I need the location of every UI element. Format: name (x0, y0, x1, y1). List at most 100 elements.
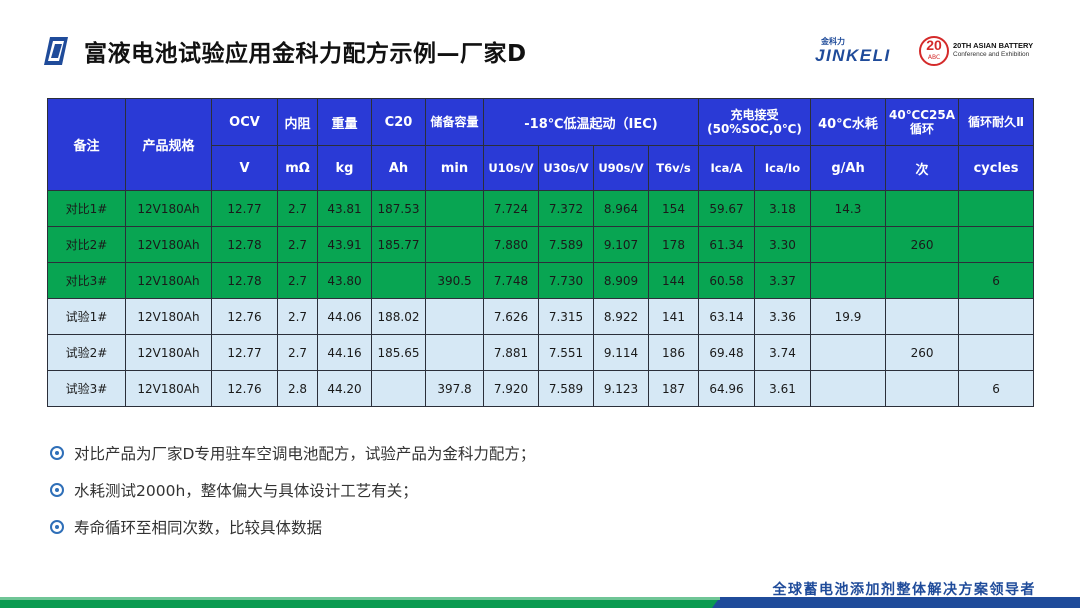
table-cell: 3.18 (753, 190, 812, 227)
table-cell: 63.14 (698, 298, 755, 335)
footer-slogan: 全球蓄电池添加剂整体解决方案领导者 (772, 582, 1036, 598)
table-row: 试验3# 12V180Ah 12.76 2.8 44.20 397.8 7.920 7.589… (47, 370, 1035, 407)
col-header-remark: 备注 (47, 98, 126, 191)
note-text: 对比产品为厂家D专用驻车空调电池配方，试验产品为金科力配方； (74, 444, 536, 463)
table-row: 对比1# 12V180Ah 12.77 2.7 43.81 187.53 7.724 7.37… (47, 190, 1035, 227)
table-cell: 9.107 (593, 226, 649, 263)
table-cell: 397.8 (425, 370, 484, 407)
table-cell: 260 (885, 334, 960, 371)
table-cell: 43.80 (317, 262, 372, 299)
list-item: 寿命循环至相同次数，比较具体数据 (50, 508, 535, 545)
table-cell: 185.65 (371, 334, 426, 371)
table-cell: 7.315 (538, 298, 594, 335)
table-cell: 7.372 (538, 190, 594, 227)
table-cell (810, 262, 887, 299)
event-line1: 20TH ASIAN BATTERY (953, 41, 1034, 50)
table-cell (810, 226, 887, 263)
table-cell: 12.77 (211, 190, 278, 227)
logo-wordmark: JINKELI (815, 46, 891, 65)
row-label-cell: 对比3# (47, 262, 126, 299)
table-cell: 7.589 (538, 226, 594, 263)
table-cell: 8.909 (593, 262, 649, 299)
page-title: 富液电池试验应用金科力配方示例—厂家D (84, 41, 527, 67)
table-cell: 3.30 (753, 226, 812, 263)
table-cell: 12V180Ah (125, 226, 212, 263)
table-cell: 43.91 (317, 226, 372, 263)
notes-list: 对比产品为厂家D专用驻车空调电池配方，试验产品为金科力配方； 水耗测试2000h… (50, 434, 535, 545)
unit-cell: V (211, 145, 278, 191)
footer-stripe (0, 597, 1080, 608)
table-cell: 12.78 (211, 226, 278, 263)
unit-cell: Ica/Io (753, 145, 812, 191)
table-cell: 44.16 (317, 334, 372, 371)
table-cell: 7.589 (538, 370, 594, 407)
table-cell (885, 298, 960, 335)
unit-cell: U30s/V (538, 145, 594, 191)
table-cell: 2.7 (277, 334, 318, 371)
table-body: 对比1# 12V180Ah 12.77 2.7 43.81 187.53 7.724 7.37… (47, 190, 1035, 407)
table-cell: 7.724 (483, 190, 539, 227)
table-cell: 7.626 (483, 298, 539, 335)
table-cell: 61.34 (698, 226, 755, 263)
badge-ring-icon (919, 36, 949, 66)
title-marker-icon (44, 37, 68, 65)
table-row: 试验1# 12V180Ah 12.76 2.7 44.06 188.02 7.626 7.31… (47, 298, 1035, 335)
table-cell: 12.76 (211, 298, 278, 335)
table-cell: 3.61 (753, 370, 812, 407)
table-cell: 12V180Ah (125, 334, 212, 371)
badge-sub: ABC (927, 54, 941, 61)
col-header-resistance: 内阻 (277, 98, 318, 146)
table-cell (371, 262, 426, 299)
logo-chinese-text: 金科力 (821, 37, 845, 46)
bullet-icon (50, 482, 64, 497)
row-label-cell: 对比2# (47, 226, 126, 263)
table-cell: 9.123 (593, 370, 649, 407)
event-line2: Conference and Exhibition (953, 51, 1030, 58)
table-cell: 12.78 (211, 262, 278, 299)
table-cell (885, 262, 960, 299)
header-row-1: 备注 产品规格 OCV 内阻 重量 C20 储备容量 -18℃低温起动（IEC)… (47, 98, 1035, 191)
table-cell (371, 370, 426, 407)
col-header-reserve: 储备容量 (425, 98, 484, 146)
abc-20th-badge: 20 ABC (919, 36, 949, 66)
table-cell: 12V180Ah (125, 370, 212, 407)
badge-number: 20 (926, 37, 942, 53)
table-cell: 186 (648, 334, 699, 371)
unit-cell: U90s/V (593, 145, 649, 191)
list-item: 对比产品为厂家D专用驻车空调电池配方，试验产品为金科力配方； (50, 434, 535, 471)
table-cell: 178 (648, 226, 699, 263)
table-cell (810, 370, 887, 407)
table-cell: 2.7 (277, 190, 318, 227)
table-cell: 19.9 (810, 298, 887, 335)
header-row-units: V mΩ kg Ah min U10s/V U30s/V U90s/V T6v/… (48, 145, 1035, 191)
unit-cell: cycles (958, 145, 1035, 191)
row-label-cell: 对比1# (47, 190, 126, 227)
table-cell (958, 190, 1035, 227)
col-header-c20: C20 (371, 98, 426, 146)
table-cell: 7.881 (483, 334, 539, 371)
col-header-cycle-25a: 40℃C25A循环 (885, 98, 960, 146)
table-cell (885, 370, 960, 407)
table-cell: 9.114 (593, 334, 649, 371)
table-cell: 2.8 (277, 370, 318, 407)
bullet-icon (50, 519, 64, 534)
table-cell: 3.36 (753, 298, 812, 335)
table-row: 对比3# 12V180Ah 12.78 2.7 43.80 390.5 7.748 7.730… (47, 262, 1035, 299)
table-cell: 2.7 (277, 226, 318, 263)
table-cell: 6 (958, 370, 1035, 407)
table-cell: 2.7 (277, 262, 318, 299)
col-header-weight: 重量 (317, 98, 372, 146)
table-cell (958, 226, 1035, 263)
table-cell: 12.77 (211, 334, 278, 371)
table-cell: 44.20 (317, 370, 372, 407)
table-cell: 12V180Ah (125, 298, 212, 335)
table-cell: 260 (885, 226, 960, 263)
table-cell: 64.96 (698, 370, 755, 407)
list-item: 水耗测试2000h，整体偏大与具体设计工艺有关； (50, 471, 535, 508)
table-row: 对比2# 12V180Ah 12.78 2.7 43.91 185.77 7.880 7.58… (47, 226, 1035, 263)
table-cell (958, 334, 1035, 371)
table-cell: 7.920 (483, 370, 539, 407)
table-cell: 6 (958, 262, 1035, 299)
table-cell (425, 298, 484, 335)
table-cell (425, 334, 484, 371)
